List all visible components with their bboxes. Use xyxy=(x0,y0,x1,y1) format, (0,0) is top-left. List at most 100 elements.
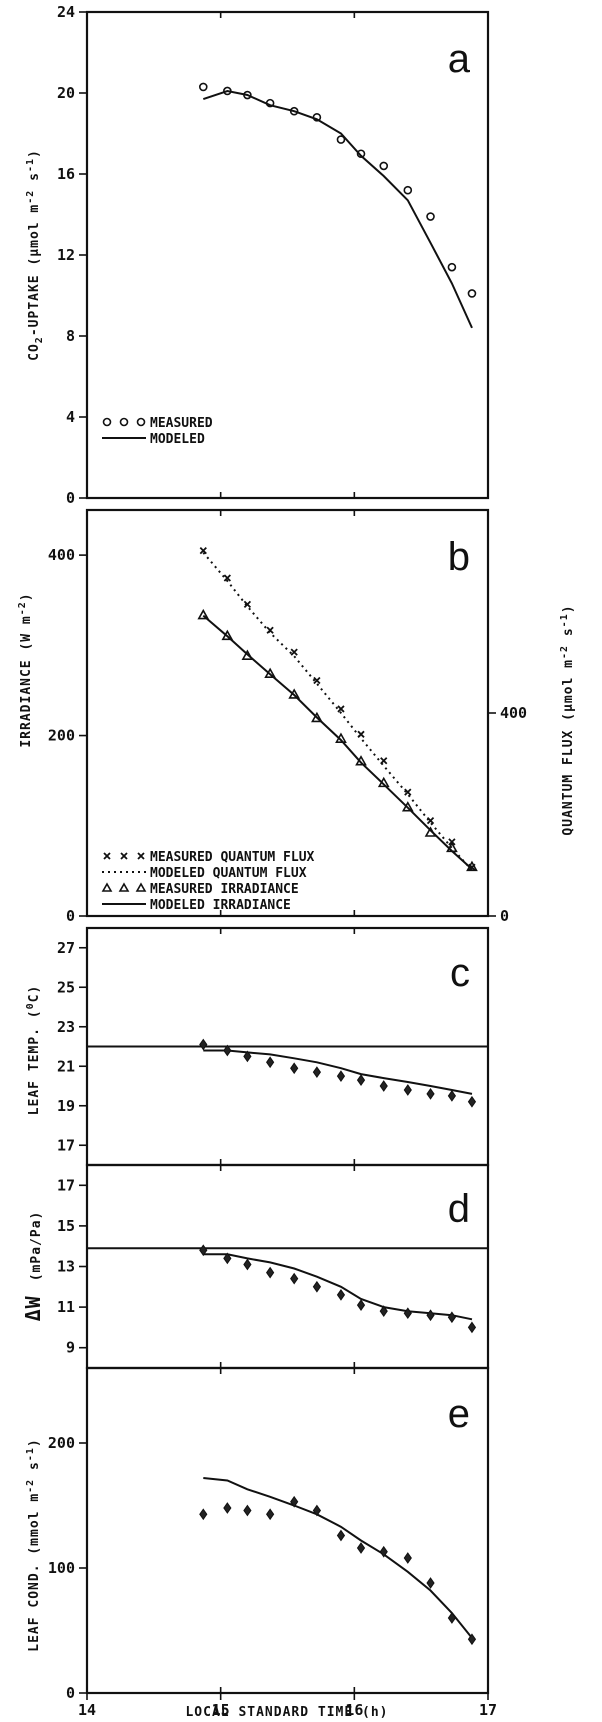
panel-c-diamond-marker xyxy=(336,1070,346,1083)
panel-c-diamond-marker xyxy=(223,1044,232,1057)
panel-b-ytick-label: 0 xyxy=(66,907,75,925)
panel-b-triangle-marker xyxy=(264,667,276,679)
panel-b-letter: b xyxy=(448,535,470,579)
legend-b-modeled-irr-label: MODELED IRRADIANCE xyxy=(150,898,291,913)
panel-b-cross-marker xyxy=(199,546,207,555)
panel-c-ylabel: LEAF TEMP. (0C) xyxy=(25,985,42,1116)
panel-e-frame xyxy=(85,1366,490,1695)
panel-b-cross-marker xyxy=(290,648,298,656)
legend-b-cross-2 xyxy=(120,852,128,860)
panel-a-circle-marker xyxy=(312,113,322,122)
panel-b-triangle-marker xyxy=(241,649,254,660)
panel-c-diamond-marker xyxy=(447,1090,457,1102)
panel-c-ytick-label: 21 xyxy=(57,1057,75,1075)
x-axis-tick-label: 15 xyxy=(212,1701,230,1719)
legend-a-measured-label: MEASURED xyxy=(150,416,213,431)
panel-d-diamond-marker xyxy=(356,1299,366,1311)
panel-d-diamond-marker xyxy=(199,1244,208,1257)
panel-a-ytick-label: 24 xyxy=(57,3,75,21)
series-markers xyxy=(197,82,478,1646)
panel-b-triangle-marker xyxy=(401,801,414,812)
panel-e-diamond-marker xyxy=(266,1508,275,1521)
panel-b-ytick-label: 200 xyxy=(48,727,75,745)
panel-c-diamond-marker xyxy=(379,1080,388,1092)
panel-a-legend: MEASURED MODELED xyxy=(102,416,213,447)
panel-c-ytick-label: 19 xyxy=(57,1097,75,1115)
legend-b-tri-2 xyxy=(118,882,130,892)
panel-c-ytick-label: 23 xyxy=(57,1018,75,1036)
panel-b-cross-marker xyxy=(357,730,365,738)
panel-a-circle-marker xyxy=(426,212,435,221)
panel-d-diamond-marker xyxy=(426,1309,435,1322)
panel-a-circle-marker xyxy=(356,149,366,159)
panel-c-series-line-1 xyxy=(203,1049,473,1095)
panel-d-letter: d xyxy=(448,1187,470,1231)
panel-a-circle-marker xyxy=(198,82,208,92)
panel-b-y2tick-label: 400 xyxy=(500,704,527,722)
panel-b-triangle-marker xyxy=(288,688,301,699)
panel-b-triangle-marker xyxy=(466,860,478,872)
panel-d-diamond-marker xyxy=(266,1266,275,1279)
panel-b-cross-marker xyxy=(223,574,231,582)
panel-b-y2tick-label: 0 xyxy=(500,907,509,925)
panel-d-diamond-marker xyxy=(336,1289,346,1301)
legend-b-cross-1 xyxy=(103,852,111,860)
panel-b-series-line-3 xyxy=(202,614,473,870)
panel-d-ytick-label: 15 xyxy=(57,1217,75,1235)
panel-c-diamond-marker xyxy=(199,1038,208,1051)
panel-b-triangle-marker xyxy=(446,841,458,853)
x-axis-tick-label: 14 xyxy=(78,1701,96,1719)
panel-e-ytick-label: 100 xyxy=(48,1559,75,1577)
panel-e-diamond-marker xyxy=(403,1552,412,1564)
panel-a-ylabel: CO2-UPTAKE (µmol m-2 s-1) xyxy=(25,149,45,361)
panel-b-ylabel: IRRADIANCE (W m-2) xyxy=(17,592,34,747)
panel-e-diamond-marker xyxy=(467,1633,477,1646)
panel-d-diamond-marker xyxy=(447,1311,457,1324)
panel-b-triangle-marker xyxy=(377,776,390,788)
panel-c-diamond-marker xyxy=(356,1074,366,1086)
legend-b-tri-1 xyxy=(101,882,113,892)
panel-c-ytick-label: 27 xyxy=(57,939,75,957)
panel-a-circle-marker xyxy=(379,161,389,171)
panel-d-diamond-marker xyxy=(467,1321,477,1334)
panel-e-diamond-marker xyxy=(447,1612,457,1624)
panel-a-frame xyxy=(85,10,490,500)
panel-b-triangle-marker xyxy=(197,608,210,620)
panel-d-ytick-label: 11 xyxy=(57,1298,75,1316)
panel-b-triangle-marker xyxy=(311,711,323,723)
panel-c-diamond-marker xyxy=(312,1066,322,1079)
panel-b-cross-marker xyxy=(313,676,321,685)
x-axis-label: LOCAL STANDARD TIME (h) xyxy=(185,1705,388,1720)
panel-d-ytick-label: 9 xyxy=(66,1339,75,1357)
panel-a-circle-marker xyxy=(223,86,232,96)
panel-e-diamond-marker xyxy=(223,1502,232,1514)
panel-c-ytick-label: 17 xyxy=(57,1136,75,1154)
panel-b-y2label: QUANTUM FLUX (µmol m-2 s-1) xyxy=(559,604,576,835)
panel-c-diamond-marker xyxy=(266,1056,275,1069)
panel-e-letter: e xyxy=(448,1392,470,1436)
panel-c-diamond-marker xyxy=(290,1062,299,1075)
panel-a-ytick-label: 12 xyxy=(57,246,75,264)
panel-d-diamond-marker xyxy=(290,1272,299,1285)
panel-e-series-line-1 xyxy=(203,1477,473,1639)
panel-a-ytick-label: 0 xyxy=(66,489,75,507)
panel-b-cross-marker xyxy=(426,816,435,825)
panel-e-ylabel: LEAF COND. (mmol m-2 s-1) xyxy=(25,1438,42,1651)
panel-b-cross-marker xyxy=(404,788,412,796)
panel-a-circle-marker xyxy=(289,106,299,116)
panel-d-ytick-label: 17 xyxy=(57,1176,75,1194)
legend-b-triangle-markers xyxy=(101,882,147,892)
panel-e-diamond-marker xyxy=(243,1504,252,1517)
panel-a-series-line-1 xyxy=(202,89,473,329)
legend-b-measured-irr-label: MEASURED IRRADIANCE xyxy=(150,882,299,897)
panel-b-cross-marker xyxy=(380,757,388,765)
panel-a-circle-marker xyxy=(403,185,413,195)
panel-b-cross-marker xyxy=(266,626,274,634)
panel-a-circle-marker xyxy=(467,289,477,298)
x-axis-tick-label: 17 xyxy=(479,1701,497,1719)
panel-c-ytick-label: 25 xyxy=(57,978,75,996)
panel-a-circle-marker xyxy=(336,135,346,144)
panel-d-diamond-marker xyxy=(312,1280,322,1293)
panel-b-series-line-1 xyxy=(202,551,473,871)
panel-c-diamond-marker xyxy=(243,1050,252,1063)
